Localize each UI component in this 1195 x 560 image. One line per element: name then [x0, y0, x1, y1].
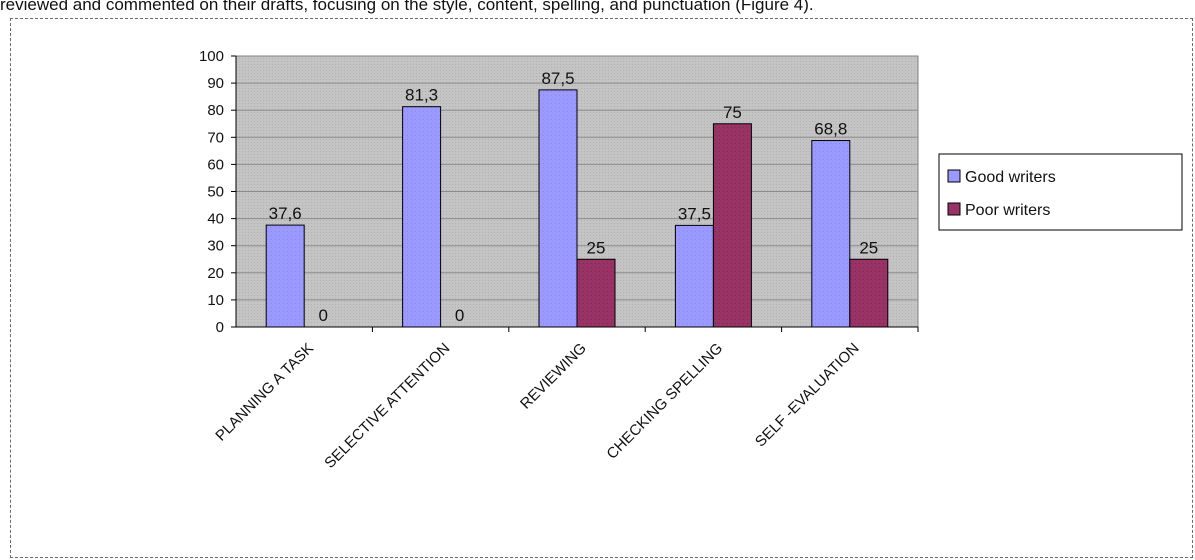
legend-box — [938, 153, 1183, 231]
bar-poor-writers — [712, 123, 752, 328]
y-tick-label: 100 — [199, 48, 224, 65]
y-tick-label: 70 — [207, 129, 224, 146]
bar-good-writers — [811, 140, 851, 328]
data-label: 37,5 — [678, 204, 711, 223]
bar-good-writers — [538, 89, 578, 328]
data-label: 0 — [318, 306, 327, 325]
bar-good-writers — [265, 224, 305, 328]
category-label: SELECTIVE ATTENTION — [321, 340, 453, 472]
y-tick-label: 10 — [207, 292, 224, 309]
category-label: CHECKING SPELLING — [603, 340, 726, 463]
bar-poor-writers — [576, 258, 616, 328]
y-tick-label: 20 — [207, 265, 224, 282]
y-tick-label: 80 — [207, 102, 224, 119]
bar-good-writers — [402, 106, 442, 328]
data-label: 68,8 — [814, 120, 847, 139]
y-tick-label: 60 — [207, 156, 224, 173]
category-label: REVIEWING — [517, 340, 590, 413]
legend-swatch-poor — [947, 202, 961, 216]
legend-label: Good writers — [965, 169, 1056, 186]
data-label: 37,6 — [269, 204, 302, 223]
data-label: 81,3 — [405, 86, 438, 105]
y-tick-label: 90 — [207, 75, 224, 92]
bar-good-writers — [674, 224, 714, 328]
data-label: 25 — [587, 238, 606, 257]
legend-swatch-good — [947, 169, 961, 183]
data-label: 87,5 — [541, 69, 574, 88]
figure-caption: reviewed and commented on their drafts, … — [0, 0, 814, 14]
y-tick-label: 30 — [207, 238, 224, 255]
bar-poor-writers — [849, 258, 889, 328]
legend: Good writers Poor writers — [938, 153, 1183, 231]
legend-label: Poor writers — [965, 202, 1050, 219]
data-label: 75 — [723, 103, 742, 122]
data-label: 0 — [455, 306, 464, 325]
figure-frame: 0 10 20 30 40 50 60 70 80 90 100 37,6 0 PLANNING A TA… — [10, 18, 1193, 558]
y-tick-label: 50 — [207, 184, 224, 201]
category-label: SELF -EVALUATION — [752, 340, 863, 451]
y-tick-label: 40 — [207, 211, 224, 228]
category-label: PLANNING A TASK — [212, 340, 317, 445]
y-tick-label: 0 — [216, 319, 224, 336]
data-label: 25 — [859, 238, 878, 257]
